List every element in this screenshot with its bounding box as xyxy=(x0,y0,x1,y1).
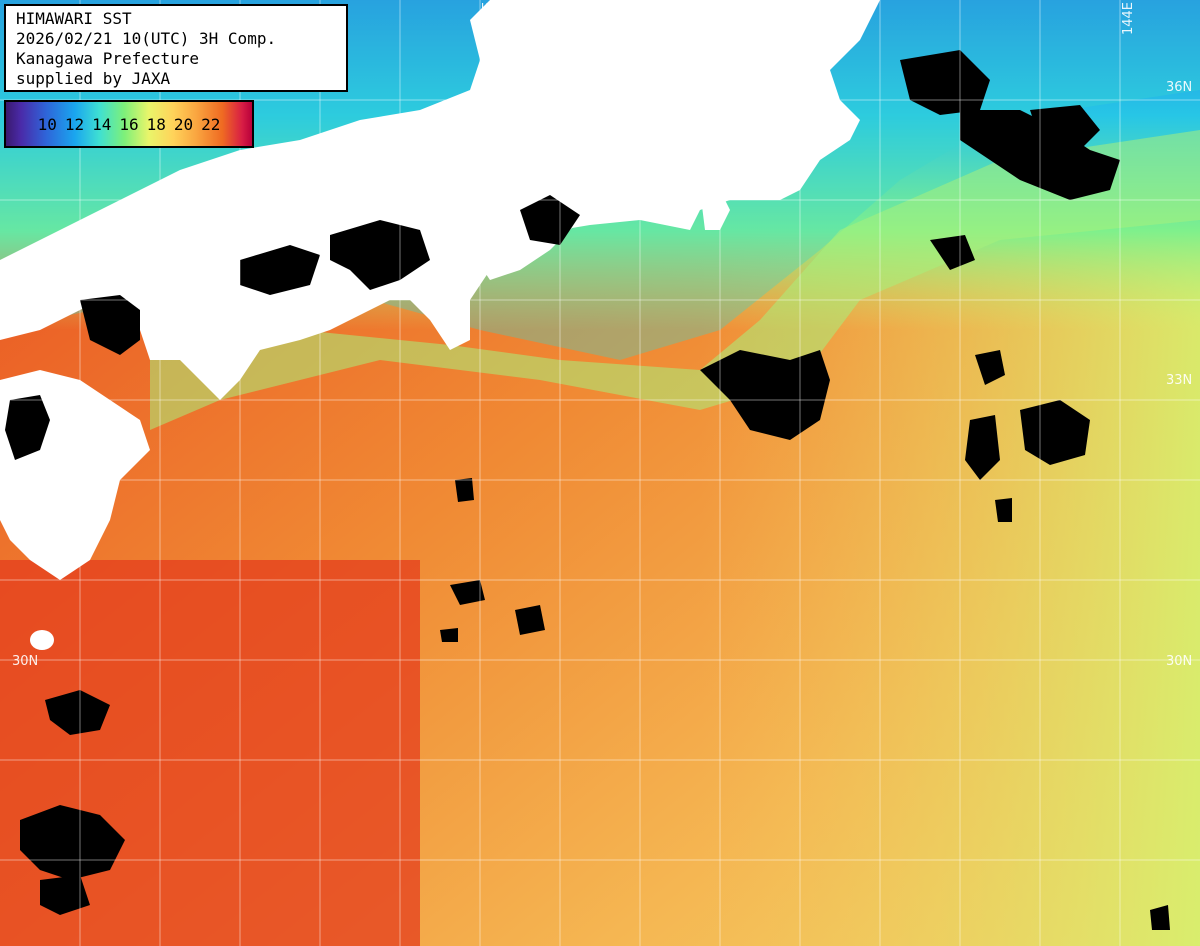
map-publisher: Kanagawa Prefecture xyxy=(16,49,200,68)
map-credit: supplied by JAXA xyxy=(16,69,171,88)
cloud-kyushu-north xyxy=(80,295,140,355)
legend-tick: 16 xyxy=(119,114,139,134)
cloud-southwest-3 xyxy=(40,875,90,915)
lon-label-144e: 144E xyxy=(1121,2,1136,36)
cloud-osaka xyxy=(330,220,430,290)
legend-tick: 10 xyxy=(37,114,57,134)
map-title: HIMAWARI SST xyxy=(16,9,132,28)
cloud-southwest-1 xyxy=(45,690,110,735)
izu-land xyxy=(700,190,730,230)
cloud-tokyo-bay xyxy=(700,350,830,440)
map-info-box: HIMAWARI SST 2026/02/21 10(UTC) 3H Comp.… xyxy=(4,4,348,92)
legend-tick: 18 xyxy=(146,114,166,134)
cloud-northeast-1 xyxy=(900,50,990,115)
cloud-mask xyxy=(5,50,1170,930)
island-land xyxy=(30,630,54,650)
cloud-northeast-2 xyxy=(960,110,1120,200)
legend-tick: 20 xyxy=(173,114,194,134)
cloud-east-1 xyxy=(1020,400,1090,465)
lat-label-30n-left: 30N xyxy=(12,654,39,669)
temperature-legend: 10 12 14 16 18 20 22 xyxy=(4,100,254,148)
cloud-kyushu-west xyxy=(5,395,50,460)
cloud-mid-1 xyxy=(450,580,485,605)
cloud-southwest-2 xyxy=(20,805,125,880)
cloud-shikoku xyxy=(240,245,320,295)
shikoku-land xyxy=(180,260,400,340)
cloud-east-3 xyxy=(975,350,1005,385)
cloud-mid-2 xyxy=(515,605,545,635)
cloud-east-5 xyxy=(930,235,975,270)
lon-label-136e: 136E xyxy=(481,2,496,36)
cloud-east-2 xyxy=(965,415,1000,480)
lat-label-33n: 33N xyxy=(1166,373,1193,388)
cloud-southeast xyxy=(1150,905,1170,930)
legend-tick: 22 xyxy=(201,114,221,134)
lat-label-36n: 36N xyxy=(1166,80,1193,95)
cloud-mid-4 xyxy=(440,628,458,642)
sea-green-coastal xyxy=(150,130,1200,430)
kii-land xyxy=(460,160,580,280)
lat-label-30n-right: 30N xyxy=(1166,654,1193,669)
legend-tick: 14 xyxy=(92,114,112,134)
cloud-kii xyxy=(520,195,580,245)
map-datetime: 2026/02/21 10(UTC) 3H Comp. xyxy=(16,29,277,48)
legend-tick: 12 xyxy=(64,114,85,134)
cloud-east-4 xyxy=(995,498,1012,522)
cloud-mid-3 xyxy=(455,478,474,502)
cloud-northeast-3 xyxy=(1030,105,1100,150)
